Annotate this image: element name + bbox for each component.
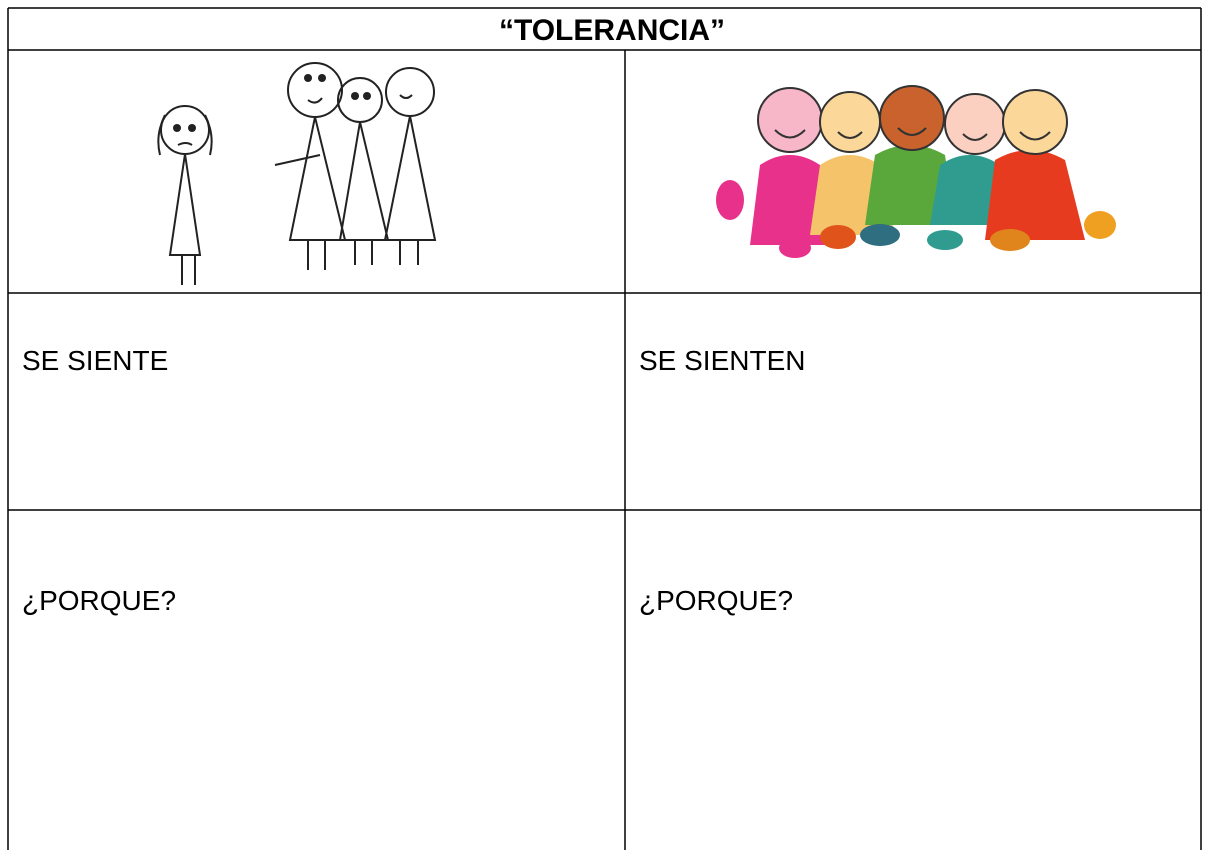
- cell-text: SE SIENTE: [22, 345, 168, 376]
- cell-text: ¿PORQUE?: [639, 585, 793, 616]
- worksheet-title: “TOLERANCIA”: [499, 14, 725, 47]
- lonely-child-illustration: [157, 62, 437, 285]
- happy-children-illustration: [716, 85, 1116, 258]
- cell-text: SE SIENTEN: [639, 345, 805, 376]
- cell-text: ¿PORQUE?: [22, 585, 176, 616]
- table-grid: [7, 7, 1202, 850]
